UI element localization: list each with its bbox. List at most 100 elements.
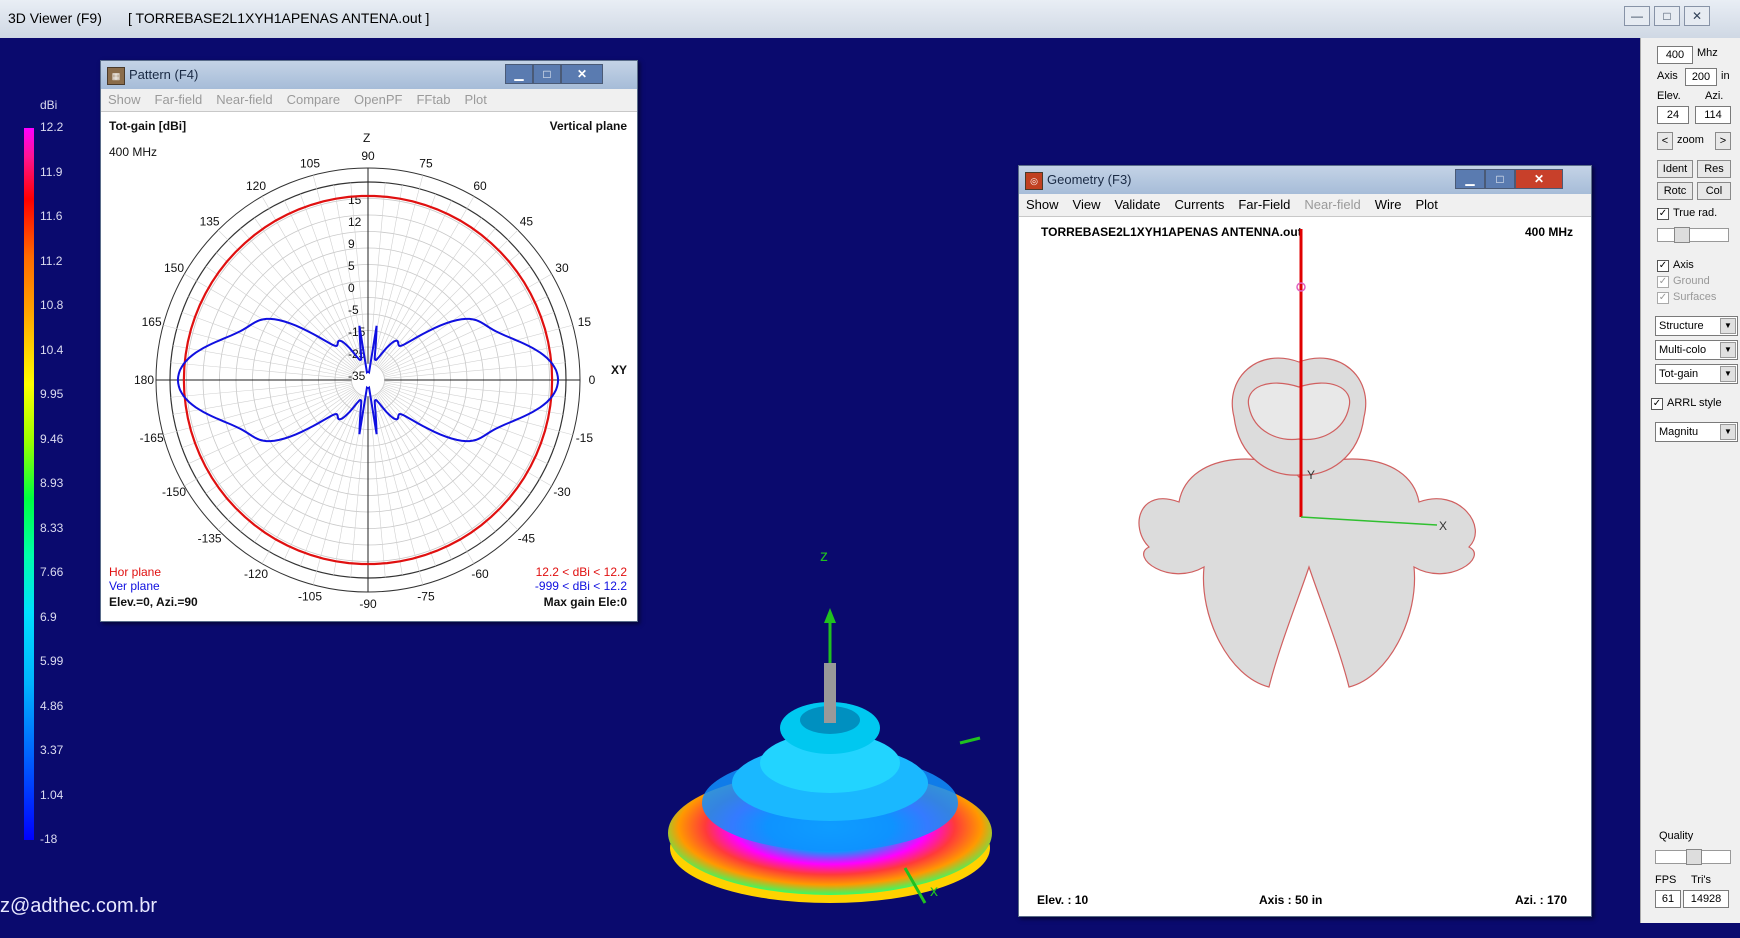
geometry-pattern-render[interactable]: Y X [1019, 217, 1589, 915]
pattern-minimize-button[interactable]: ▁ [505, 64, 533, 84]
rotc-button[interactable]: Rotc [1657, 182, 1693, 200]
polar-grid-spoke [216, 390, 356, 508]
true-rad-slider[interactable] [1657, 227, 1729, 243]
chevron-down-icon: ▼ [1720, 342, 1736, 358]
polar-grid-spoke [382, 386, 548, 464]
3d-radiation-pattern[interactable] [650, 548, 1010, 938]
geometry-window[interactable]: ◎ Geometry (F3) ▁ □ ✕ Show View Validate Cu… [1018, 165, 1592, 917]
zoom-out-button[interactable]: < [1657, 132, 1673, 150]
frequency-unit: Mhz [1697, 47, 1718, 59]
totgain-select[interactable]: Tot-gain ▼ [1655, 364, 1738, 384]
legend-label: 10.8 [40, 298, 64, 312]
geometry-menu-currents[interactable]: Currents [1174, 197, 1225, 212]
polar-grid-spoke [374, 394, 452, 560]
geometry-menu-farfield[interactable]: Far-Field [1238, 197, 1291, 212]
surfaces-checkbox[interactable]: ✓ [1657, 292, 1669, 304]
geometry-title-bar[interactable]: ◎ Geometry (F3) ▁ □ ✕ [1019, 166, 1591, 194]
axis-checkbox[interactable]: ✓ [1657, 260, 1669, 272]
magnitude-select[interactable]: Magnitu ▼ [1655, 422, 1738, 442]
structure-select-value: Structure [1659, 320, 1704, 332]
polar-grid-spoke [181, 311, 353, 375]
polar-grid-spoke [381, 266, 531, 371]
legend-unit: dBi [40, 98, 58, 112]
polar-grid-spoke [284, 200, 362, 366]
pattern-menu-farfield[interactable]: Far-field [154, 92, 203, 107]
geometry-menu-nearfield[interactable]: Near-field [1304, 197, 1361, 212]
frequency-input[interactable]: 400 [1657, 46, 1693, 64]
geometry-maximize-button[interactable]: □ [1485, 169, 1515, 189]
legend-label: 11.2 [40, 253, 63, 268]
quality-slider-thumb[interactable] [1686, 849, 1702, 865]
polar-grid-spoke [374, 200, 452, 366]
polar-grid-spoke [188, 386, 354, 464]
pattern-close-button[interactable]: ✕ [561, 64, 603, 84]
geometry-menu-wire[interactable]: Wire [1374, 197, 1402, 212]
ident-button[interactable]: Ident [1657, 160, 1693, 178]
ground-label: Ground [1673, 275, 1710, 287]
geometry-menu-validate[interactable]: Validate [1114, 197, 1161, 212]
polar-grid-spoke [170, 381, 352, 398]
minimize-button[interactable]: — [1624, 6, 1650, 26]
geometry-menu-view[interactable]: View [1072, 197, 1101, 212]
axis-label: Axis [1657, 70, 1678, 82]
polar-angle-label: -90 [359, 597, 377, 611]
pattern-maximize-button[interactable]: □ [533, 64, 561, 84]
polar-angle-label: 105 [300, 157, 320, 171]
res-button[interactable]: Res [1697, 160, 1731, 178]
geometry-minimize-button[interactable]: ▁ [1455, 169, 1485, 189]
pattern-title-bar[interactable]: ▦ Pattern (F4) ▁ □ ✕ [101, 61, 637, 89]
polar-grid-spoke [261, 196, 361, 366]
pattern-menu-compare[interactable]: Compare [286, 92, 341, 107]
polar-ring-label: 0 [348, 281, 355, 295]
geometry-canvas[interactable]: TORREBASE2L1XYH1APENAS ANTENNA.out 400 M… [1019, 217, 1591, 915]
pattern-menu-show[interactable]: Show [108, 92, 141, 107]
polar-angle-label: 15 [578, 315, 592, 329]
fps-label: FPS [1655, 874, 1677, 886]
polar-angle-label: 60 [473, 179, 487, 193]
polar-angle-label: -60 [471, 567, 489, 581]
polar-grid-spoke [350, 182, 367, 364]
geometry-menu-plot[interactable]: Plot [1415, 197, 1438, 212]
arrl-style-checkbox[interactable]: ✓ [1651, 398, 1663, 410]
polar-angle-label: -105 [298, 589, 322, 603]
elev-input[interactable]: 24 [1657, 106, 1689, 124]
geometry-filename: TORREBASE2L1XYH1APENAS ANTENNA.out [1041, 225, 1302, 239]
geometry-close-button[interactable]: ✕ [1515, 169, 1563, 189]
azi-input[interactable]: 114 [1695, 106, 1731, 124]
pattern-menubar: Show Far-field Near-field Compare OpenPF FFta… [101, 89, 637, 112]
polar-grid-spoke [383, 383, 573, 436]
quality-slider[interactable] [1655, 849, 1731, 865]
axis-input[interactable]: 200 [1685, 68, 1717, 86]
geometry-menu-show[interactable]: Show [1026, 197, 1059, 212]
pattern-menu-nearfield[interactable]: Near-field [216, 92, 273, 107]
legend-label: 1.04 [40, 787, 64, 802]
col-button[interactable]: Col [1697, 182, 1731, 200]
polar-ring-label: 9 [348, 237, 355, 251]
polar-plot[interactable]: Tot-gain [dBi] Vertical plane 400 MHz 90… [101, 112, 635, 620]
polar-grid-spoke [384, 362, 566, 379]
true-rad-slider-thumb[interactable] [1674, 227, 1690, 243]
polar-grid-spoke [380, 390, 520, 508]
ground-checkbox[interactable]: ✓ [1657, 276, 1669, 288]
geometry-footer-axis: Axis : 50 in [1259, 893, 1323, 907]
maximize-button[interactable]: □ [1654, 6, 1680, 26]
legend-label: 8.33 [40, 520, 64, 535]
polar-grid-spoke [163, 324, 353, 377]
close-button[interactable]: ✕ [1684, 6, 1710, 26]
multicolor-select[interactable]: Multi-colo ▼ [1655, 340, 1738, 360]
pattern-menu-plot[interactable]: Plot [464, 92, 487, 107]
pattern-menu-openpf[interactable]: OpenPF [354, 92, 403, 107]
zoom-in-button[interactable]: > [1715, 132, 1731, 150]
legend-label: 4.86 [40, 698, 64, 713]
true-rad-checkbox[interactable]: ✓ [1657, 208, 1669, 220]
polar-angle-label: 150 [164, 261, 184, 275]
structure-select[interactable]: Structure ▼ [1655, 316, 1738, 336]
polar-angle-label: -150 [162, 485, 186, 499]
multicolor-select-value: Multi-colo [1659, 344, 1707, 356]
polar-grid-spoke [184, 273, 354, 373]
polar-grid-spoke [380, 252, 520, 370]
pattern-menu-fftab[interactable]: FFtab [416, 92, 451, 107]
pattern-window[interactable]: ▦ Pattern (F4) ▁ □ ✕ Show Far-field Near-f… [100, 60, 638, 622]
polar-grid-spoke [350, 396, 367, 578]
polar-grid-spoke [382, 296, 548, 374]
